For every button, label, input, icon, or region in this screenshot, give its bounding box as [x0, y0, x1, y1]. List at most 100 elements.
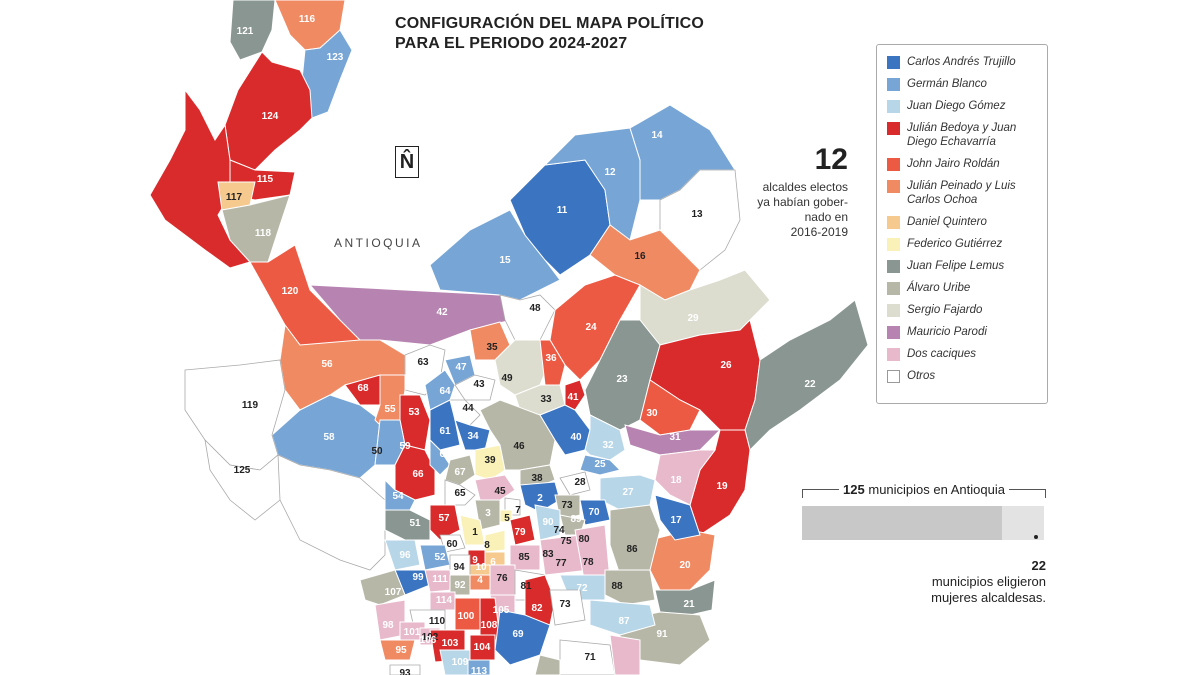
municipality-label: 46 — [513, 441, 525, 452]
legend-swatch — [887, 348, 900, 361]
municipality-label: 28 — [574, 477, 586, 488]
reelected-note-line: nado en — [804, 210, 848, 224]
legend-item: Julián Peinado y Luis Carlos Ochoa — [887, 179, 1039, 207]
region-62 — [429, 438, 451, 476]
municipality-label: 73 — [559, 599, 571, 610]
region-109 — [439, 649, 471, 675]
legend-swatch — [887, 180, 900, 193]
municipality-label: 121 — [237, 26, 254, 37]
municipality-label: 110 — [429, 616, 446, 627]
municipality-label: 82 — [531, 603, 543, 614]
legend-swatch — [887, 260, 900, 273]
municipality-label: 117 — [226, 192, 243, 203]
legend-item: Otros — [887, 369, 1039, 383]
municipality-regions — [149, 0, 869, 675]
municipality-label: 77 — [555, 558, 567, 569]
legend-swatch — [887, 326, 900, 339]
region-93 — [389, 664, 421, 675]
title-line-2: PARA EL PERIODO 2024-2027 — [395, 35, 628, 52]
municipality-label: 62 — [439, 449, 451, 460]
municipality-label: 104 — [474, 642, 491, 653]
municipality-label: 31 — [669, 432, 681, 443]
municipality-label: 55 — [384, 404, 396, 415]
municipality-label: 15 — [499, 255, 511, 266]
legend-label: Álvaro Uribe — [907, 282, 971, 294]
municipality-label: 118 — [255, 228, 272, 239]
legend-label: Juan Felipe Lemus — [907, 260, 1005, 272]
region-12 — [543, 127, 641, 241]
municipality-label: 50 — [371, 446, 383, 457]
region-41 — [564, 379, 586, 411]
municipality-label: 119 — [242, 400, 259, 411]
municipality-label: 86 — [626, 544, 638, 555]
municipality-label: 90 — [542, 517, 554, 528]
legend-swatch — [887, 158, 900, 171]
municipality-label: 81 — [520, 581, 532, 592]
region-92 — [449, 574, 471, 596]
legend-swatch — [887, 78, 900, 91]
municipality-label: 49 — [501, 373, 513, 384]
reelected-note-line: ya habían gober- — [757, 195, 848, 209]
legend-item: Juan Felipe Lemus — [887, 259, 1039, 273]
municipality-label: 85 — [518, 552, 530, 563]
region-45 — [474, 474, 516, 501]
municipality-label: 89 — [570, 514, 582, 525]
total-municipalities-text: municipios en Antioquia — [868, 482, 1005, 497]
legend-item: Germán Blanco — [887, 77, 1039, 91]
municipality-label: 108 — [481, 620, 498, 631]
municipality-label: 79 — [514, 527, 526, 538]
municipality-label: 20 — [679, 560, 691, 571]
municipality-label: 45 — [494, 486, 506, 497]
municipality-label: 7 — [515, 505, 521, 516]
municipality-label: 6 — [490, 557, 496, 568]
municipality-label: 27 — [622, 487, 634, 498]
municipality-label: 102 — [422, 632, 439, 643]
region-south-grey — [609, 634, 641, 675]
municipality-label: 24 — [585, 322, 597, 333]
legend-label: Germán Blanco — [907, 78, 987, 90]
municipality-label: 33 — [540, 394, 552, 405]
municipality-label: 14 — [651, 130, 663, 141]
municipality-label: 109 — [452, 657, 469, 668]
region-43 — [454, 374, 496, 401]
municipality-label: 32 — [602, 440, 614, 451]
legend-item: Carlos Andrés Trujillo — [887, 55, 1039, 69]
municipality-label: 53 — [408, 407, 420, 418]
municipality-label: 8 — [484, 540, 490, 551]
municipality-label: 47 — [455, 362, 467, 373]
region-36 — [539, 339, 566, 386]
municipality-label: 25 — [594, 459, 606, 470]
municipality-label: 95 — [395, 645, 407, 656]
reelected-note-line: alcaldes electos — [762, 180, 848, 194]
region-82 — [524, 574, 556, 626]
legend-label: John Jairo Roldán — [907, 158, 1000, 170]
legend-swatch — [887, 304, 900, 317]
municipality-label: 103 — [442, 638, 459, 649]
municipality-label: 23 — [616, 374, 628, 385]
municipality-label: 83 — [542, 549, 554, 560]
municipality-label: 71 — [584, 652, 596, 663]
region-31 — [624, 424, 722, 456]
region-2 — [519, 481, 561, 513]
municipality-label: 73 — [561, 500, 573, 511]
north-arrow-icon: N̂ — [395, 146, 419, 178]
municipality-label: 98 — [382, 620, 394, 631]
region-22 — [744, 299, 869, 451]
region-8 — [484, 529, 506, 553]
municipality-label: 99 — [412, 572, 424, 583]
municipality-label: 88 — [611, 581, 623, 592]
municipality-label: 36 — [545, 353, 557, 364]
municipality-label: 59 — [399, 441, 411, 452]
municipality-label: 114 — [436, 595, 453, 606]
legend-label: Julián Bedoya y Juan Diego Echavarría — [907, 122, 1017, 148]
legend-item: Dos caciques — [887, 347, 1039, 361]
region-95 — [379, 639, 416, 661]
total-municipalities-number: 125 — [843, 482, 865, 497]
legend-item: Juan Diego Gómez — [887, 99, 1039, 113]
region-28 — [559, 471, 591, 496]
municipality-label: 125 — [234, 465, 251, 476]
municipality-label: 54 — [392, 491, 404, 502]
legend: Carlos Andrés Trujillo Germán Blanco Juan … — [876, 44, 1048, 404]
municipality-label: 105 — [493, 605, 510, 616]
